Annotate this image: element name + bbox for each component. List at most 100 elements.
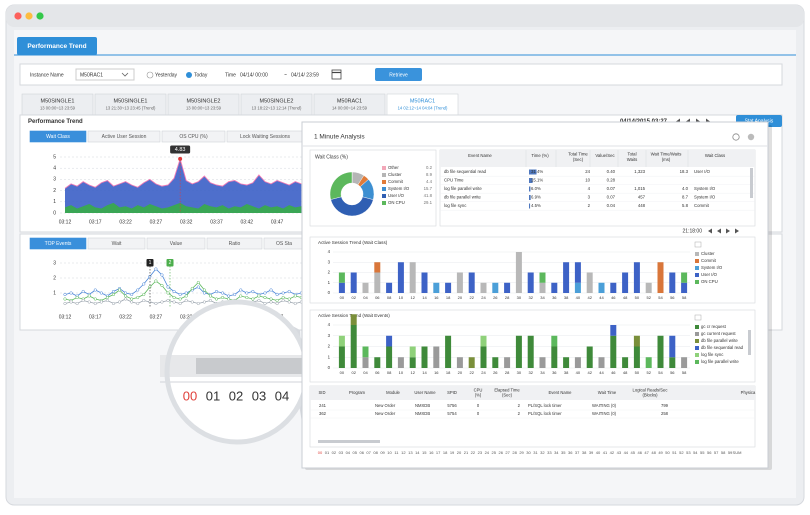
minimize-button[interactable]	[25, 12, 33, 20]
page-arrow[interactable]	[717, 228, 721, 234]
panel-tab[interactable]	[146, 237, 206, 250]
panel-tab[interactable]	[206, 237, 263, 250]
minute-link[interactable]: 31	[533, 450, 538, 455]
close-button[interactable]	[14, 12, 22, 20]
lens-minute: 03	[252, 388, 266, 403]
minute-link[interactable]: 56	[707, 450, 712, 455]
instance-tab[interactable]	[313, 93, 386, 116]
instance-select[interactable]	[75, 68, 135, 81]
minute-link[interactable]: 39	[589, 450, 594, 455]
minute-link[interactable]: 30	[526, 450, 531, 455]
minute-link[interactable]: 34	[554, 450, 559, 455]
minute-link[interactable]: 04	[346, 450, 351, 455]
minute-link[interactable]: SUM	[733, 450, 742, 455]
panel-tab[interactable]	[87, 130, 161, 143]
page-arrow[interactable]	[726, 228, 730, 234]
minute-link[interactable]: 09	[380, 450, 385, 455]
page-arrow[interactable]	[708, 228, 712, 234]
minute-link[interactable]: 32	[540, 450, 545, 455]
minute-link[interactable]: 52	[679, 450, 684, 455]
minute-link[interactable]: 00	[318, 450, 323, 455]
bar-segment	[468, 272, 475, 293]
minute-link[interactable]: 47	[644, 450, 649, 455]
minute-link[interactable]: 37	[575, 450, 580, 455]
minute-link[interactable]: 15	[422, 450, 427, 455]
minute-link[interactable]: 50	[665, 450, 670, 455]
table-cell: PL/SQL lock timer	[528, 403, 562, 408]
minute-link[interactable]: 48	[651, 450, 656, 455]
minute-link[interactable]: 28	[512, 450, 517, 455]
minute-link[interactable]: 45	[631, 450, 636, 455]
minute-link[interactable]: 02	[332, 450, 337, 455]
panel-tab[interactable]	[29, 237, 87, 250]
minute-link[interactable]: 43	[617, 450, 622, 455]
minute-link[interactable]: 57	[714, 450, 719, 455]
legend-label: ON CPU	[388, 200, 405, 205]
minute-link[interactable]: 44	[624, 450, 629, 455]
minute-link[interactable]: 21	[464, 450, 469, 455]
panel-tab[interactable]	[87, 237, 146, 250]
minute-link[interactable]: 19	[450, 450, 455, 455]
dialog-close[interactable]	[747, 133, 755, 141]
panel-tab[interactable]	[29, 130, 87, 143]
minute-link[interactable]: 58	[721, 450, 726, 455]
minute-link[interactable]: 59	[728, 450, 733, 455]
minute-link[interactable]: 55	[700, 450, 705, 455]
main-tab[interactable]	[17, 37, 97, 55]
minute-link[interactable]: 10	[387, 450, 392, 455]
calendar-icon[interactable]	[331, 69, 342, 80]
radio-today[interactable]	[186, 72, 192, 78]
minute-link[interactable]: 03	[339, 450, 344, 455]
instance-tab[interactable]	[94, 93, 167, 116]
minute-link[interactable]: 42	[610, 450, 615, 455]
minute-link[interactable]: 38	[582, 450, 587, 455]
event-point	[245, 295, 249, 300]
minute-link[interactable]: 20	[457, 450, 462, 455]
x-tick-label: 52	[646, 370, 651, 375]
instance-tab[interactable]	[167, 93, 240, 116]
page-arrow[interactable]	[735, 228, 739, 234]
minute-link[interactable]: 49	[658, 450, 663, 455]
instance-tab[interactable]	[240, 93, 313, 116]
maximize-button[interactable]	[36, 12, 44, 20]
minute-link[interactable]: 26	[498, 450, 503, 455]
minute-link[interactable]: 18	[443, 450, 448, 455]
minute-link[interactable]: 08	[373, 450, 378, 455]
minute-link[interactable]: 17	[436, 450, 441, 455]
minute-link[interactable]: 25	[492, 450, 497, 455]
minute-link[interactable]: 23	[478, 450, 483, 455]
minute-link[interactable]: 27	[505, 450, 510, 455]
minute-link[interactable]: 54	[693, 450, 698, 455]
event-point	[281, 291, 285, 295]
minute-link[interactable]: 33	[547, 450, 552, 455]
minute-link[interactable]: 14	[415, 450, 420, 455]
minute-link[interactable]: 12	[401, 450, 406, 455]
minute-link[interactable]: 13	[408, 450, 413, 455]
retrieve-button[interactable]	[375, 68, 422, 81]
minute-link[interactable]: 36	[568, 450, 573, 455]
instance-tab[interactable]	[386, 93, 459, 116]
radio-yesterday[interactable]	[146, 71, 154, 79]
minute-link[interactable]: 46	[637, 450, 642, 455]
minute-link[interactable]: 22	[471, 450, 476, 455]
x-tick-label: 28	[505, 370, 510, 375]
minute-link[interactable]: 40	[596, 450, 601, 455]
minute-link[interactable]: 01	[325, 450, 330, 455]
panel-tab-label: TOP Events	[45, 241, 72, 247]
instance-tab[interactable]	[21, 93, 94, 116]
panel-tab[interactable]	[161, 130, 226, 143]
minute-link[interactable]: 41	[603, 450, 608, 455]
minute-link[interactable]: 24	[485, 450, 490, 455]
minute-link[interactable]: 11	[394, 450, 399, 455]
minute-link[interactable]: 07	[366, 450, 371, 455]
table-cell: NMXDB	[415, 411, 430, 416]
minute-link[interactable]: 16	[429, 450, 434, 455]
minute-link[interactable]: 29	[519, 450, 524, 455]
dialog-icon[interactable]	[732, 133, 740, 141]
minute-link[interactable]: 35	[561, 450, 566, 455]
minute-link[interactable]: 06	[359, 450, 364, 455]
minute-link[interactable]: 51	[672, 450, 677, 455]
minute-link[interactable]: 05	[353, 450, 358, 455]
x-tick-label: 24	[481, 295, 486, 300]
minute-link[interactable]: 53	[686, 450, 691, 455]
